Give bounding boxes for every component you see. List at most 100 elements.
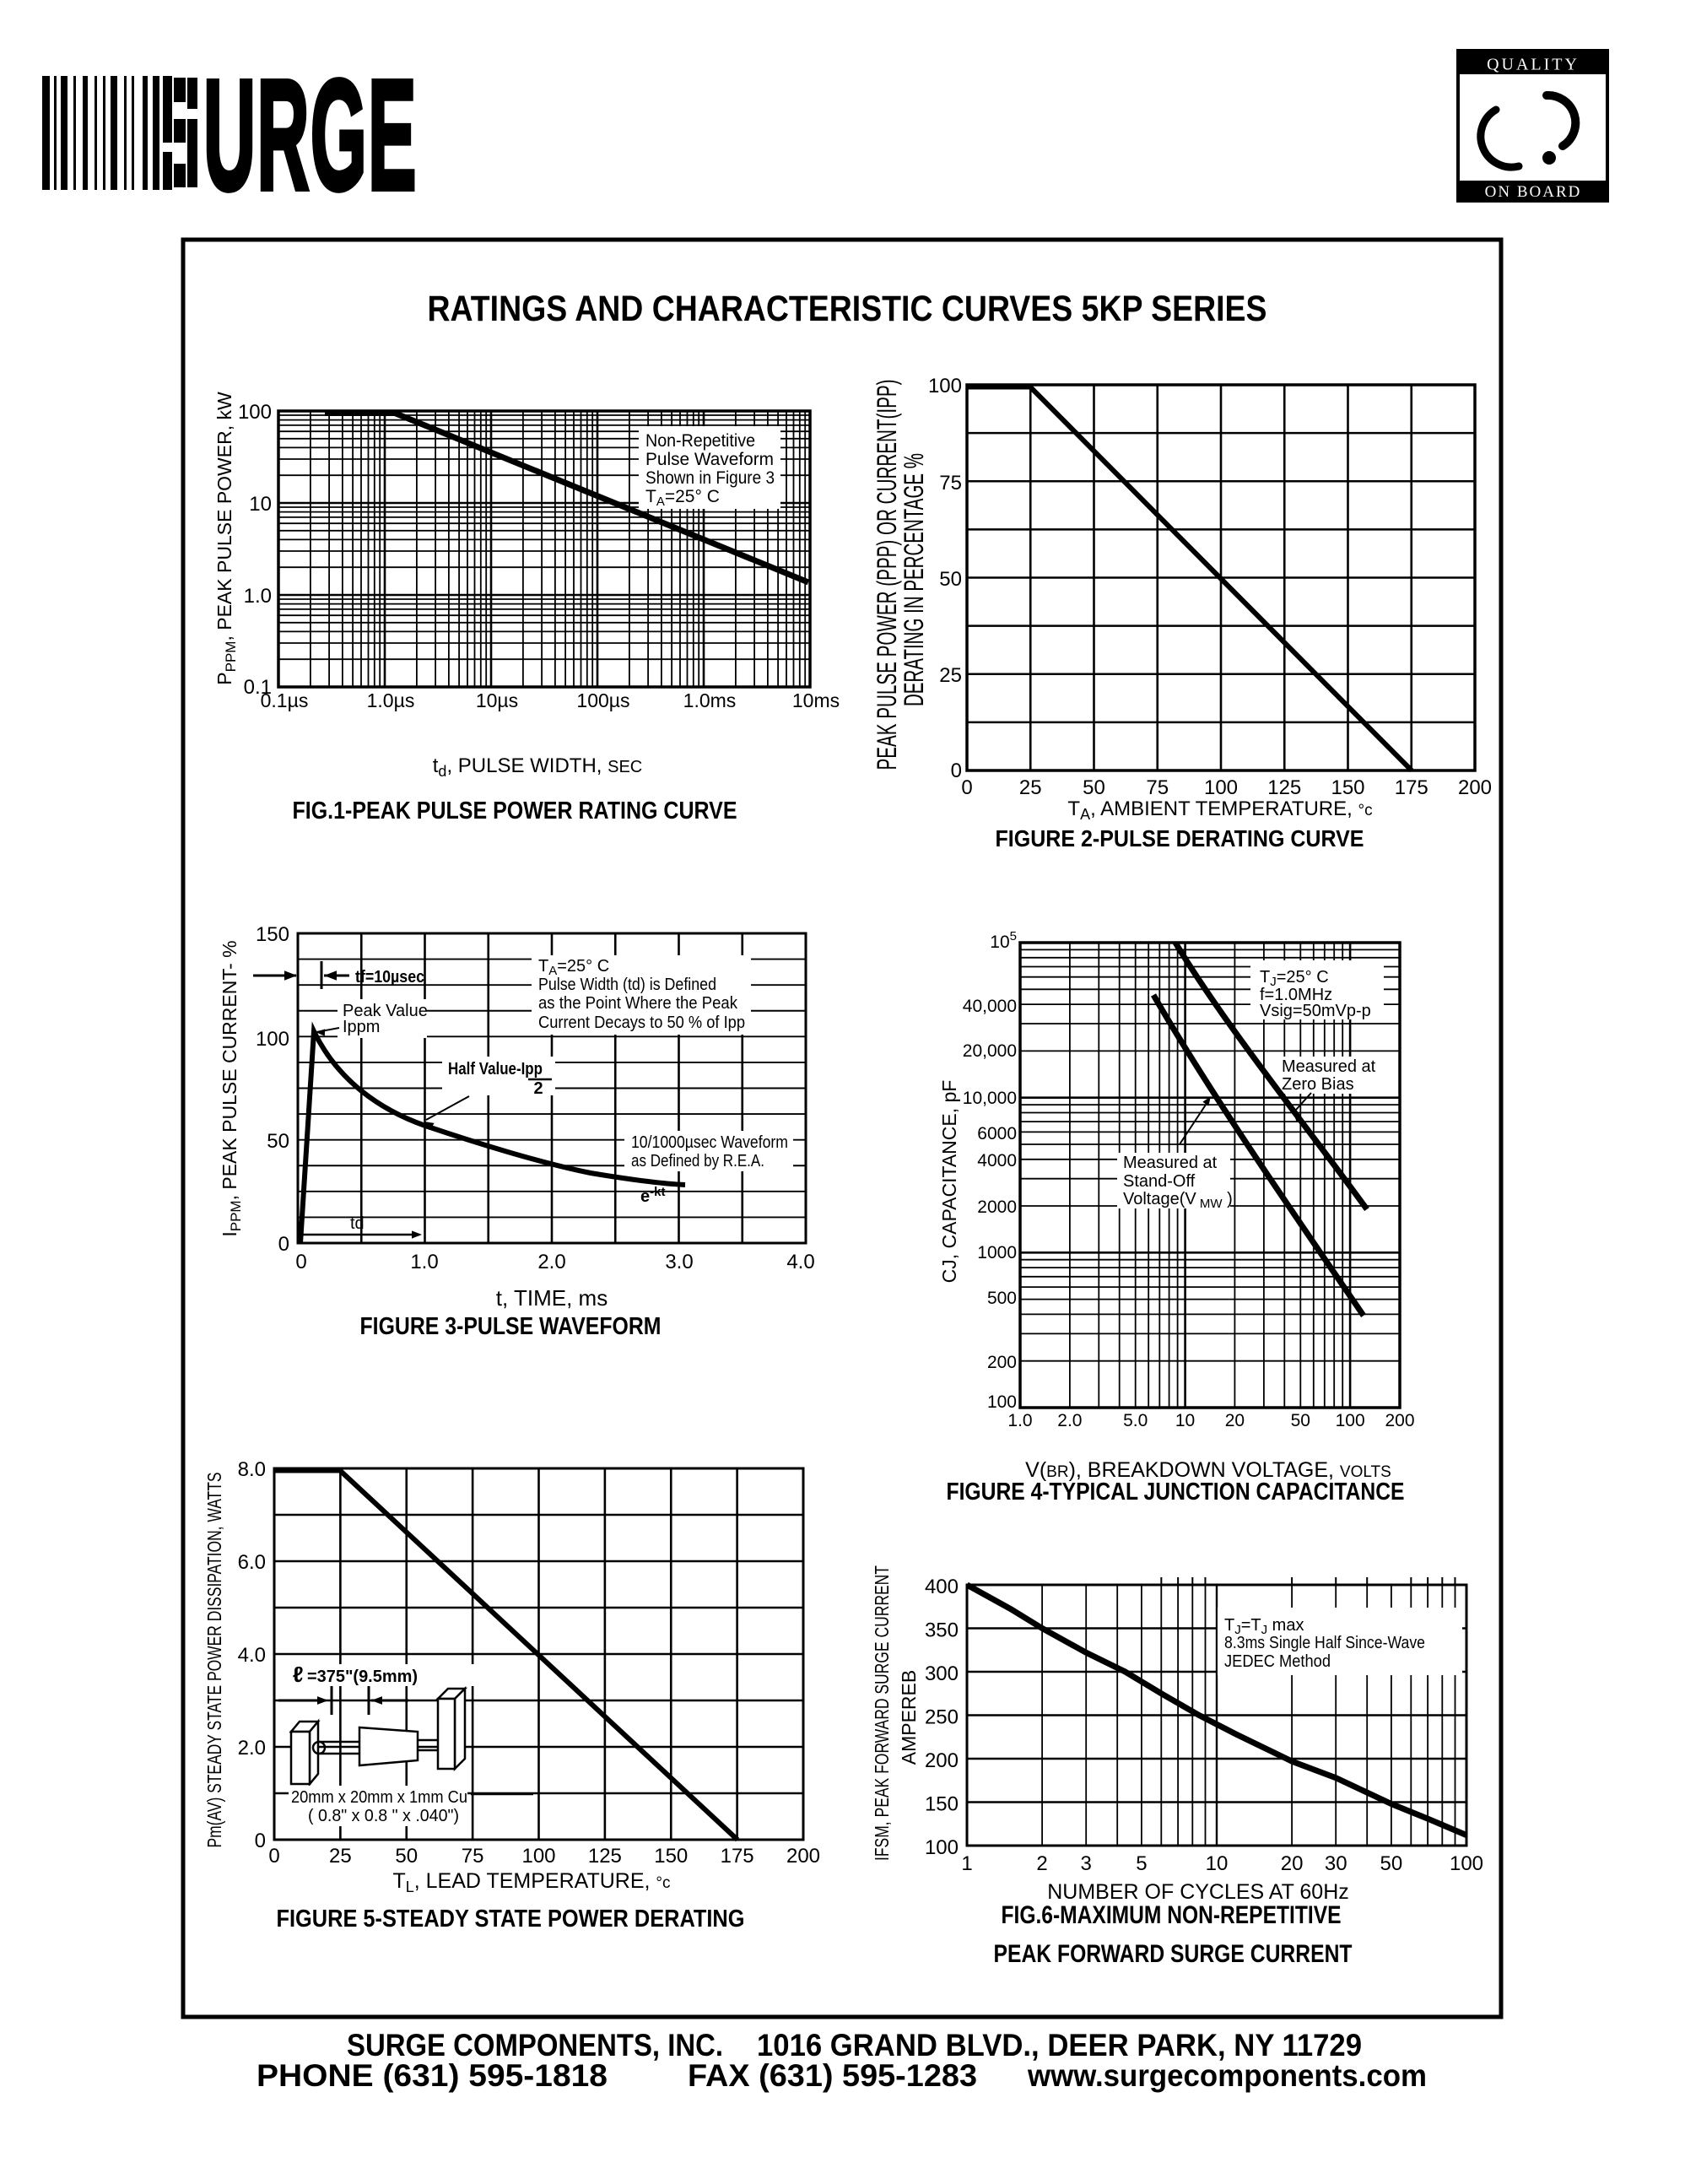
svg-text:3.0: 3.0 (665, 1251, 693, 1273)
svg-text:1000: 1000 (977, 1243, 1017, 1262)
svg-text:Measured at: Measured at (1123, 1154, 1218, 1172)
svg-text:3: 3 (1081, 1852, 1092, 1875)
svg-text:100: 100 (1336, 1411, 1365, 1430)
svg-text:JEDEC Method: JEDEC Method (1224, 1652, 1331, 1671)
svg-text:200: 200 (1385, 1411, 1414, 1430)
svg-text:td: td (350, 1214, 365, 1233)
svg-text:10: 10 (1206, 1852, 1229, 1875)
svg-text:75: 75 (939, 472, 962, 495)
svg-text:10ms: 10ms (792, 689, 840, 711)
svg-text:V(BR), BREAKDOWN VOLTAGE, VOL: V(BR), BREAKDOWN VOLTAGE, VOLTS (1025, 1458, 1391, 1482)
svg-text:125: 125 (588, 1845, 622, 1868)
svg-text:Half Value-Ipp: Half Value-Ipp (448, 1060, 543, 1078)
svg-text:Ippm: Ippm (343, 1018, 380, 1036)
svg-text:Current Decays to 50 % of Ipp: Current Decays to 50 % of Ipp (538, 1014, 745, 1032)
svg-text:FIG.6-MAXIMUM NON-REPETITIVE: FIG.6-MAXIMUM NON-REPETITIVE (1002, 1901, 1342, 1929)
svg-text:Pm(AV) STEADY STATE POWER DISS: Pm(AV) STEADY STATE POWER DISSIPATION, W… (203, 1473, 225, 1848)
svg-text:t, TIME, ms: t, TIME, ms (496, 1285, 608, 1311)
svg-text:5.0: 5.0 (1123, 1411, 1148, 1430)
svg-text:1: 1 (961, 1852, 972, 1875)
svg-text:5: 5 (1136, 1852, 1147, 1875)
svg-text:Zero Bias: Zero Bias (1282, 1075, 1354, 1094)
svg-text:150: 150 (1331, 776, 1364, 799)
svg-text:tf=10µsec: tf=10µsec (355, 968, 424, 987)
svg-text:50: 50 (395, 1845, 418, 1868)
svg-text:50: 50 (1380, 1852, 1403, 1875)
svg-text:100: 100 (1204, 776, 1238, 799)
svg-text:TA=25° C: TA=25° C (645, 487, 720, 509)
svg-text:FIGURE 2-PULSE DERATING CURVE: FIGURE 2-PULSE DERATING CURVE (996, 825, 1364, 851)
svg-text:0: 0 (961, 776, 972, 799)
svg-text:TJ=TJ max: TJ=TJ max (1224, 1616, 1304, 1637)
svg-text:150: 150 (256, 923, 289, 946)
svg-text:NUMBER OF CYCLES AT 60Hz: NUMBER OF CYCLES AT 60Hz (1047, 1880, 1349, 1904)
svg-text:CJ, CAPACITANCE, pF: CJ, CAPACITANCE, pF (938, 1080, 960, 1284)
svg-text:350: 350 (925, 1619, 959, 1642)
svg-text:PEAK FORWARD SURGE CURRENT: PEAK FORWARD SURGE CURRENT (994, 1940, 1353, 1968)
svg-text:URGE: URGE (203, 47, 418, 223)
svg-text:50: 50 (1291, 1411, 1310, 1430)
svg-text:FIGURE 3-PULSE WAVEFORM: FIGURE 3-PULSE WAVEFORM (360, 1313, 662, 1340)
svg-text:as Defined by R.E.A.: as Defined by R.E.A. (631, 1152, 764, 1170)
svg-text:2.0: 2.0 (537, 1251, 565, 1273)
svg-text:ON BOARD: ON BOARD (1485, 183, 1582, 201)
svg-text:175: 175 (1395, 776, 1428, 799)
svg-text:500: 500 (987, 1289, 1017, 1308)
svg-text:200: 200 (1458, 776, 1492, 799)
svg-text:RATINGS AND CHARACTERISTIC CUR: RATINGS AND CHARACTERISTIC CURVES 5KP SE… (428, 289, 1267, 329)
svg-text:50: 50 (267, 1130, 289, 1153)
svg-text:6.0: 6.0 (238, 1551, 266, 1574)
svg-text:0: 0 (951, 760, 962, 782)
svg-text:TL, LEAD TEMPERATURE, °c: TL, LEAD TEMPERATURE, °c (392, 1869, 670, 1895)
svg-text:8.0: 8.0 (238, 1458, 266, 1481)
svg-text:0: 0 (278, 1233, 289, 1256)
svg-text:8.3ms Single Half Since-Wave: 8.3ms Single Half Since-Wave (1224, 1634, 1425, 1652)
svg-text:0: 0 (255, 1830, 266, 1852)
svg-text:75: 75 (462, 1845, 484, 1868)
svg-text:100: 100 (987, 1392, 1017, 1412)
svg-text:250: 250 (925, 1706, 959, 1729)
svg-text:20: 20 (1281, 1852, 1304, 1875)
svg-text:100: 100 (925, 1836, 959, 1859)
svg-text:200: 200 (925, 1749, 959, 1772)
svg-text:TA, AMBIENT TEMPERATURE, °c: TA, AMBIENT TEMPERATURE, °c (1067, 797, 1372, 823)
svg-text:25: 25 (1019, 776, 1042, 799)
svg-text:0.1: 0.1 (244, 676, 272, 699)
svg-text:1016 GRAND BLVD., DEER PARK, N: 1016 GRAND BLVD., DEER PARK, NY 11729 (757, 2028, 1362, 2062)
svg-text:FIGURE 5-STEADY STATE POWER DE: FIGURE 5-STEADY STATE POWER DERATING (277, 1906, 745, 1933)
svg-text:2000: 2000 (977, 1197, 1017, 1217)
svg-text:50: 50 (939, 568, 962, 591)
svg-text:Peak Value: Peak Value (343, 1002, 428, 1020)
svg-text:30: 30 (1325, 1852, 1347, 1875)
svg-text:=375"(9.5mm): =375"(9.5mm) (307, 1668, 418, 1686)
svg-text:DERATING IN PERCENTAGE %: DERATING IN PERCENTAGE % (899, 453, 929, 706)
svg-text:100: 100 (238, 401, 272, 424)
svg-text:200: 200 (786, 1845, 820, 1868)
svg-text:1.0ms: 1.0ms (683, 689, 737, 711)
svg-text:10,000: 10,000 (963, 1089, 1017, 1108)
svg-text:IPPM, PEAK PULSE CURRENT- %: IPPM, PEAK PULSE CURRENT- % (219, 940, 244, 1236)
svg-text:105: 105 (990, 929, 1017, 952)
svg-text:4000: 4000 (977, 1151, 1017, 1170)
svg-text:0: 0 (295, 1251, 306, 1273)
svg-text:td, PULSE WIDTH, SEC: td, PULSE WIDTH, SEC (433, 754, 643, 780)
svg-text:300: 300 (925, 1662, 959, 1685)
svg-text:FIGURE 4-TYPICAL JUNCTION CAPA: FIGURE 4-TYPICAL JUNCTION CAPACITANCE (947, 1479, 1405, 1506)
svg-text:ℓ: ℓ (293, 1662, 304, 1687)
svg-text:TA=25° C: TA=25° C (538, 957, 609, 978)
svg-text:Pulse Waveform: Pulse Waveform (645, 450, 774, 469)
svg-text:PPPM, PEAK PULSE POWER, kW: PPPM, PEAK PULSE POWER, kW (213, 392, 239, 685)
svg-text:2.0: 2.0 (238, 1737, 266, 1760)
svg-text:Vsig=50mVp-p: Vsig=50mVp-p (1260, 1002, 1371, 1020)
svg-text:( 0.8" x 0.8 " x .040"): ( 0.8" x 0.8 " x .040") (308, 1807, 459, 1825)
svg-text:2: 2 (533, 1079, 543, 1098)
svg-text:Stand-Off: Stand-Off (1123, 1172, 1196, 1191)
svg-text:200: 200 (987, 1353, 1017, 1372)
svg-text:SURGE COMPONENTS, INC.: SURGE COMPONENTS, INC. (347, 2028, 723, 2062)
svg-text:10: 10 (1175, 1411, 1195, 1430)
svg-text:FIG.1-PEAK PULSE POWER RATING: FIG.1-PEAK PULSE POWER RATING CURVE (293, 797, 737, 824)
svg-text:20mm x 20mm x 1mm Cu: 20mm x 20mm x 1mm Cu (291, 1788, 467, 1807)
svg-text:100: 100 (521, 1845, 555, 1868)
svg-text:1.0: 1.0 (1007, 1411, 1032, 1430)
svg-text:25: 25 (329, 1845, 352, 1868)
